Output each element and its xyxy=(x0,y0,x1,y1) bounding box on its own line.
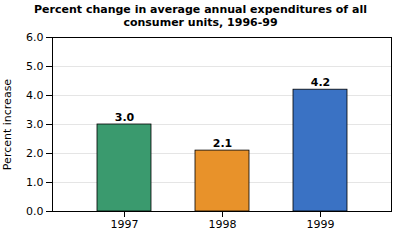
svg-text:1999: 1999 xyxy=(307,218,335,231)
svg-text:1.0: 1.0 xyxy=(26,176,44,189)
svg-text:3.0: 3.0 xyxy=(115,111,135,124)
svg-text:4.2: 4.2 xyxy=(311,76,331,89)
svg-text:Percent increase: Percent increase xyxy=(1,79,14,170)
svg-text:0.0: 0.0 xyxy=(26,205,44,218)
html-text:Percent change in average annu: Percent change in average annual expendi… xyxy=(34,3,367,29)
svg-text:6.0: 6.0 xyxy=(26,31,44,44)
svg-text:1997: 1997 xyxy=(111,218,139,231)
svg-text:3.0: 3.0 xyxy=(26,118,44,131)
svg-text:4.0: 4.0 xyxy=(26,89,44,102)
svg-text:1998: 1998 xyxy=(209,218,237,231)
svg-text:2.0: 2.0 xyxy=(26,147,44,160)
svg-text:5.0: 5.0 xyxy=(26,60,44,73)
svg-text:2.1: 2.1 xyxy=(213,137,233,150)
